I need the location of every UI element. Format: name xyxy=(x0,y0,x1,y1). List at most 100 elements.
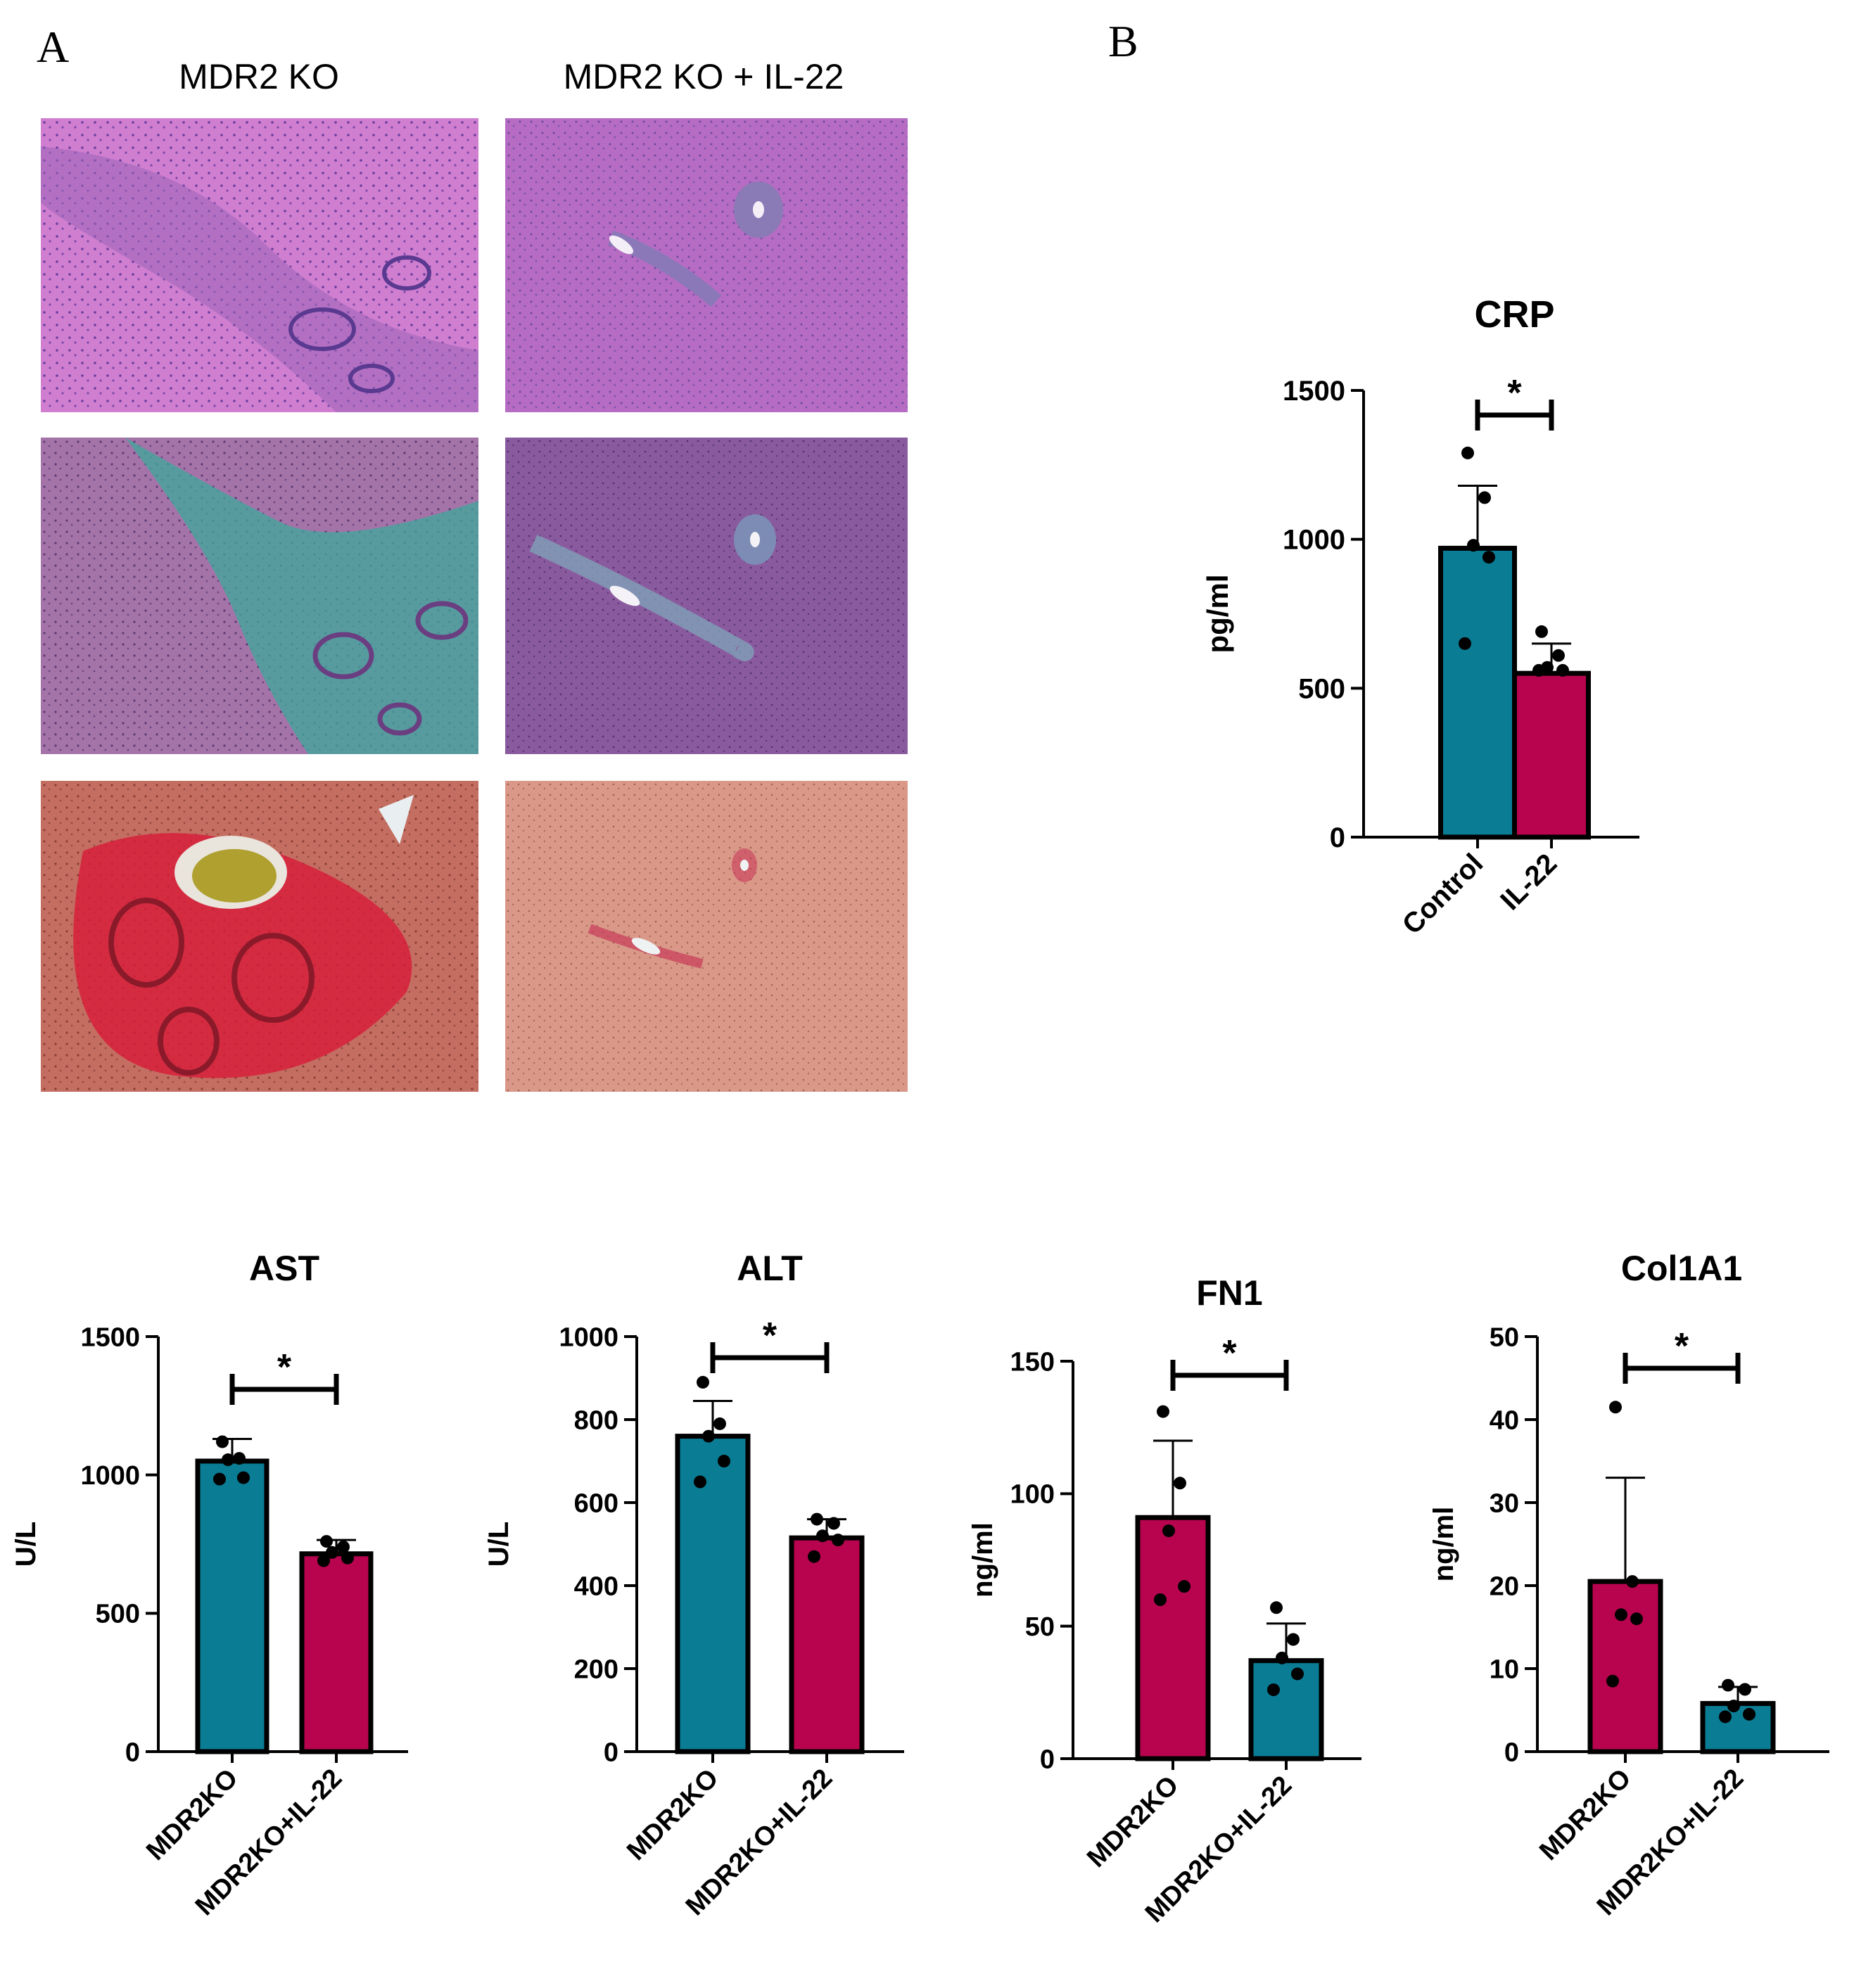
chart-col1a1: Col1A1ng/ml01020304050MDR2KOMDR2KO+IL-22… xyxy=(1428,1249,1829,1921)
significance-star: * xyxy=(1675,1326,1689,1367)
data-point xyxy=(341,1551,354,1565)
data-point xyxy=(694,1475,706,1489)
histology-siriusred-il22 xyxy=(505,781,908,1092)
y-tick-label: 1500 xyxy=(1283,376,1345,407)
histology-fastgreen-il22 xyxy=(505,438,908,754)
data-point xyxy=(1478,491,1491,504)
panel-b-label: B xyxy=(1108,16,1138,66)
x-tick-label: Control xyxy=(1397,848,1490,941)
y-axis-label: pg/ml xyxy=(1201,575,1234,654)
data-point xyxy=(697,1375,709,1389)
y-tick-label: 600 xyxy=(574,1489,618,1518)
data-point xyxy=(1743,1707,1755,1721)
data-point xyxy=(1157,1405,1169,1418)
y-tick-label: 500 xyxy=(96,1600,140,1629)
x-tick-label: MDR2KO xyxy=(141,1764,243,1866)
data-point xyxy=(1535,625,1548,638)
bar xyxy=(789,1535,865,1754)
data-point xyxy=(1609,1401,1622,1414)
y-tick-label: 30 xyxy=(1490,1489,1519,1518)
data-point xyxy=(1727,1700,1740,1713)
histology-column-title-2: MDR2 KO + IL-22 xyxy=(563,57,844,96)
data-point xyxy=(702,1429,715,1443)
data-point xyxy=(337,1540,350,1553)
data-point xyxy=(1532,663,1545,677)
y-axis-label: U/L xyxy=(483,1522,514,1567)
y-tick-label: 0 xyxy=(604,1738,618,1767)
y-tick-label: 10 xyxy=(1490,1655,1519,1684)
data-point xyxy=(1267,1683,1280,1697)
data-point xyxy=(216,1435,229,1448)
histology-he-il22 xyxy=(505,118,908,412)
data-point xyxy=(1154,1593,1167,1606)
bar xyxy=(1700,1701,1776,1754)
data-point xyxy=(222,1453,234,1467)
data-point xyxy=(713,1417,726,1430)
data-point xyxy=(1626,1575,1639,1588)
data-point xyxy=(1482,551,1495,564)
chart-title: FN1 xyxy=(1196,1273,1262,1313)
data-point xyxy=(1719,1710,1732,1723)
x-tick-label: MDR2KO xyxy=(1534,1764,1637,1866)
chart-crp: CRP pg/ml 0 500 1000 1500 Control IL-22 * xyxy=(1201,293,1639,941)
significance-star: * xyxy=(277,1347,292,1388)
data-point xyxy=(718,1455,730,1467)
histology-column-title-1: MDR2 KO xyxy=(179,57,339,96)
y-axis-label: ng/ml xyxy=(1428,1507,1459,1582)
data-point xyxy=(1722,1678,1734,1692)
histology-he-mdr2ko xyxy=(41,118,478,412)
data-point xyxy=(808,1550,820,1563)
y-tick-label: 0 xyxy=(1504,1738,1519,1767)
data-point xyxy=(1461,446,1474,459)
y-tick-label: 20 xyxy=(1490,1572,1519,1601)
y-tick-label: 0 xyxy=(1330,822,1345,853)
x-tick-label: MDR2KO xyxy=(1081,1771,1184,1873)
data-point xyxy=(1739,1683,1751,1696)
data-point xyxy=(1270,1601,1283,1614)
y-tick-label: 800 xyxy=(574,1406,618,1435)
data-point xyxy=(1606,1674,1619,1688)
y-tick-label: 100 xyxy=(1010,1480,1055,1510)
data-point xyxy=(811,1512,823,1526)
significance-star: * xyxy=(1222,1333,1237,1374)
chart-title: Col1A1 xyxy=(1621,1249,1742,1288)
data-point xyxy=(832,1534,844,1547)
y-tick-label: 50 xyxy=(1490,1323,1519,1352)
data-point xyxy=(1459,637,1471,650)
histology-fastgreen-mdr2ko xyxy=(41,438,478,754)
y-tick-label: 200 xyxy=(574,1655,618,1684)
data-point xyxy=(1178,1580,1191,1593)
data-point xyxy=(1630,1612,1643,1626)
data-point xyxy=(317,1554,330,1567)
y-tick-label: 0 xyxy=(1040,1745,1055,1774)
chart-title: AST xyxy=(249,1249,319,1288)
significance-star: * xyxy=(1507,373,1522,414)
y-axis-label: U/L xyxy=(11,1522,42,1567)
bar xyxy=(195,1458,269,1754)
data-point xyxy=(1467,539,1480,552)
data-point xyxy=(233,1452,246,1465)
data-point xyxy=(213,1472,226,1486)
data-point xyxy=(1291,1667,1304,1681)
data-point xyxy=(1615,1608,1627,1621)
y-tick-label: 150 xyxy=(1010,1347,1055,1377)
y-tick-label: 1500 xyxy=(80,1323,140,1352)
y-tick-label: 0 xyxy=(125,1738,140,1767)
data-point xyxy=(1552,649,1565,662)
x-tick-label: MDR2KO xyxy=(621,1764,724,1866)
y-tick-label: 50 xyxy=(1025,1612,1055,1642)
chart-title: ALT xyxy=(737,1249,802,1288)
bar xyxy=(675,1434,751,1754)
y-tick-label: 400 xyxy=(574,1572,618,1601)
y-axis-label: ng/ml xyxy=(967,1522,998,1598)
data-point xyxy=(1287,1633,1300,1646)
data-point xyxy=(1174,1477,1186,1490)
data-point xyxy=(827,1517,840,1530)
y-tick-label: 1000 xyxy=(80,1461,140,1491)
chart-alt: ALTU/L02004006008001000MDR2KOMDR2KO+IL-2… xyxy=(483,1249,904,1921)
y-tick-label: 40 xyxy=(1490,1406,1519,1435)
data-point xyxy=(326,1546,338,1559)
